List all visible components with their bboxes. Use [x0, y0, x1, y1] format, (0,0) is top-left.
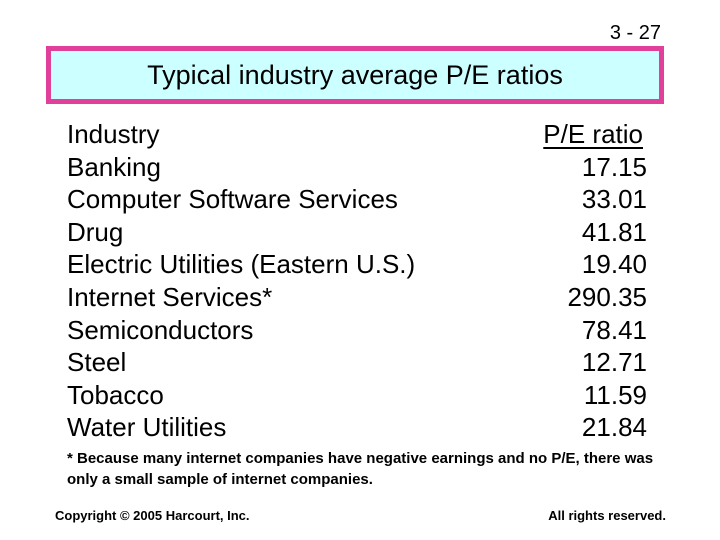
pe-value: 17.15	[581, 151, 647, 182]
footnote: * Because many internet companies have n…	[67, 450, 654, 488]
table-row: Computer Software Services 33.01	[67, 183, 647, 216]
pe-value: 12.71	[581, 347, 647, 378]
industry-name: Tobacco	[67, 379, 164, 410]
pe-value: 19.40	[581, 249, 647, 280]
industry-name: Steel	[67, 347, 127, 378]
table-row: Water Utilities 21.84	[67, 411, 647, 444]
slide-number: 3 - 27	[609, 22, 661, 44]
industry-name: Electric Utilities (Eastern U.S.)	[67, 249, 416, 280]
pe-value: 11.59	[583, 379, 647, 410]
table-row: Electric Utilities (Eastern U.S.) 19.40	[67, 248, 647, 281]
table-row: Banking 17.15	[67, 151, 647, 184]
page-title: Typical industry average P/E ratios	[147, 59, 563, 90]
table-row: Steel 12.71	[67, 346, 647, 379]
table-header-row: Industry P/E ratio	[67, 118, 647, 151]
pe-value: 33.01	[581, 184, 647, 215]
table-row: Internet Services* 290.35	[67, 281, 647, 314]
table-row: Tobacco 11.59	[67, 379, 647, 412]
column-header-pe-ratio: P/E ratio	[543, 119, 643, 149]
industry-name: Drug	[67, 216, 124, 247]
pe-value: 41.81	[581, 216, 647, 247]
column-header-industry: Industry	[67, 119, 160, 149]
industry-name: Computer Software Services	[67, 184, 398, 215]
industry-name: Internet Services*	[67, 281, 273, 312]
copyright-notice: Copyright © 2005 Harcourt, Inc.	[55, 508, 250, 523]
table-row: Drug 41.81	[67, 216, 647, 249]
pe-value: 290.35	[567, 281, 647, 312]
table-row: Semiconductors 78.41	[67, 314, 647, 347]
industry-name: Water Utilities	[67, 412, 227, 443]
pe-ratio-table: Industry P/E ratio Banking 17.15 Compute…	[67, 118, 647, 444]
pe-value: 78.41	[581, 314, 647, 345]
industry-name: Banking	[67, 151, 161, 182]
industry-name: Semiconductors	[67, 314, 254, 345]
rights-notice: All rights reserved.	[548, 508, 666, 523]
title-box: Typical industry average P/E ratios	[46, 46, 664, 104]
pe-value: 21.84	[581, 412, 647, 443]
